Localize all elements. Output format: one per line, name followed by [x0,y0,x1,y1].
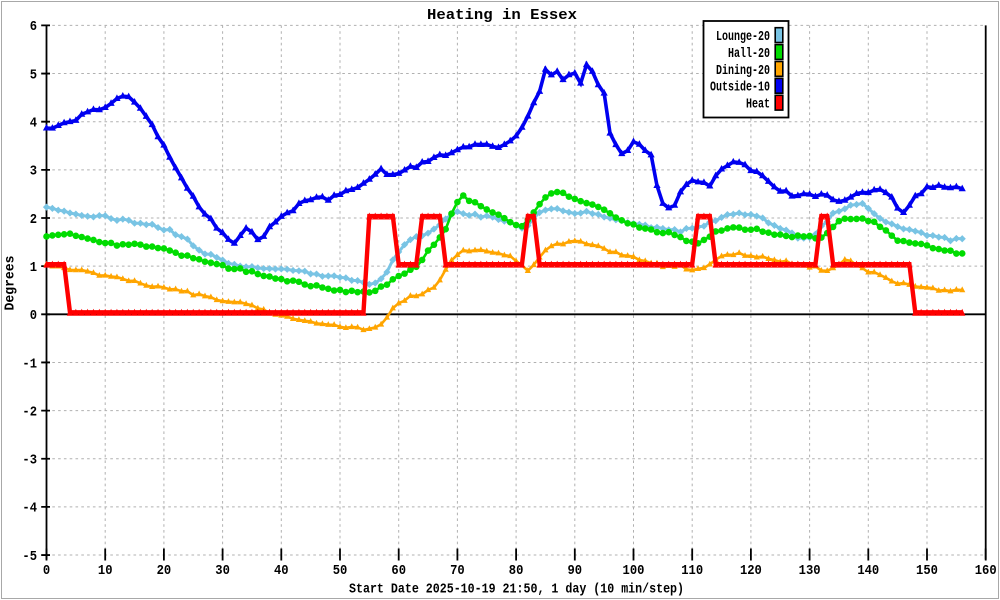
svg-text:1: 1 [30,260,37,276]
svg-text:-5: -5 [22,549,37,565]
svg-text:130: 130 [799,563,821,579]
svg-text:100: 100 [623,563,645,579]
svg-text:Outside-10: Outside-10 [710,80,770,96]
svg-text:80: 80 [509,563,524,579]
svg-text:6: 6 [30,19,37,35]
svg-text:70: 70 [450,563,465,579]
svg-text:50: 50 [333,563,348,579]
svg-text:Heat: Heat [746,97,770,113]
svg-text:2: 2 [30,212,37,228]
svg-text:Start Date 2025-10-19 21:50, 1: Start Date 2025-10-19 21:50, 1 day (10 m… [349,582,684,598]
svg-text:5: 5 [30,67,37,83]
svg-text:-2: -2 [22,404,37,420]
svg-text:0: 0 [43,563,50,579]
svg-text:10: 10 [98,563,113,579]
svg-text:120: 120 [740,563,762,579]
svg-text:Dining-20: Dining-20 [716,63,770,79]
svg-text:-1: -1 [22,356,37,372]
svg-text:30: 30 [215,563,230,579]
svg-text:Degrees: Degrees [3,256,19,311]
svg-text:150: 150 [916,563,938,579]
svg-text:140: 140 [857,563,879,579]
svg-text:3: 3 [30,164,37,180]
svg-text:0: 0 [30,308,37,324]
svg-text:-3: -3 [22,453,37,469]
svg-text:110: 110 [681,563,703,579]
svg-text:60: 60 [391,563,406,579]
svg-text:40: 40 [274,563,289,579]
svg-text:160: 160 [975,563,997,579]
svg-text:-4: -4 [22,501,37,517]
svg-text:90: 90 [568,563,583,579]
svg-text:Heating in Essex: Heating in Essex [427,7,577,24]
svg-text:Hall-20: Hall-20 [728,46,770,62]
svg-text:20: 20 [157,563,172,579]
svg-text:4: 4 [30,116,37,132]
svg-text:Lounge-20: Lounge-20 [716,29,770,45]
